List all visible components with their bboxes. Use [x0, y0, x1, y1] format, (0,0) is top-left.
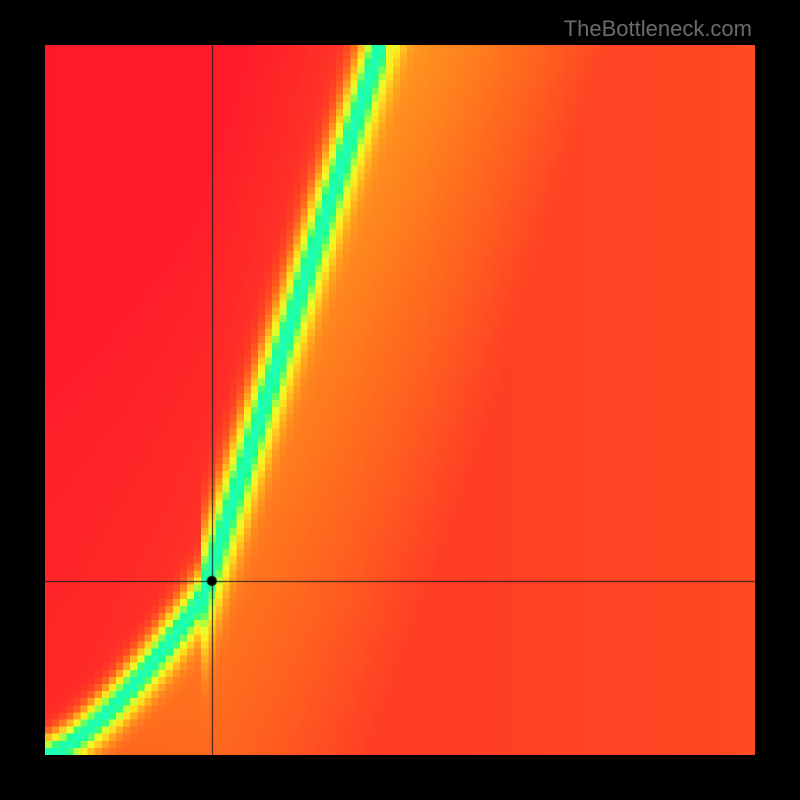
chart-container: TheBottleneck.com [0, 0, 800, 800]
bottleneck-heatmap [45, 45, 755, 755]
watermark-text: TheBottleneck.com [564, 16, 752, 42]
